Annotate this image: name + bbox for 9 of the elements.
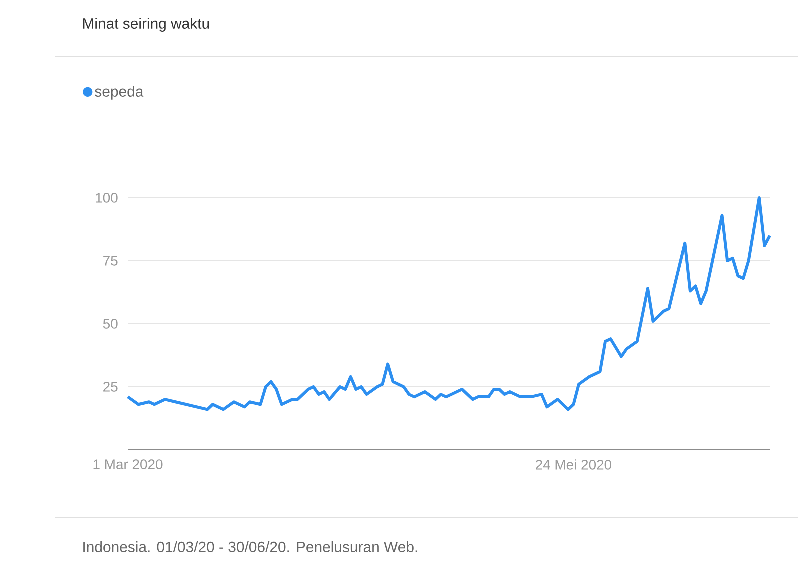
y-tick-label: 75 (104, 256, 118, 266)
x-tick-label: 24 Mei 2020 (536, 460, 612, 470)
y-tick-label: 100 (96, 193, 118, 203)
x-tick-label: 1 Mar 2020 (94, 460, 163, 470)
legend-label: sepeda (95, 86, 144, 100)
chart-title: Minat seiring waktu (83, 18, 210, 32)
y-tick-label: 25 (104, 382, 118, 392)
text: Indonesia. 01/03/20 - 30/06/20. Penelusuran Web. (84, 541, 418, 552)
y-tick-label: 50 (103, 319, 118, 329)
